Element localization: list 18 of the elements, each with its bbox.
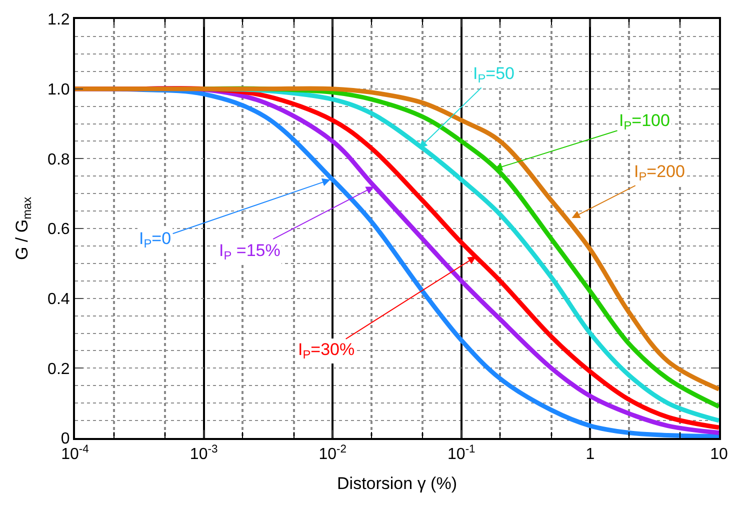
x-tick-label: 1	[586, 446, 595, 464]
x-tick-label: 10	[710, 446, 728, 464]
y-tick-label: 0.2	[48, 360, 70, 378]
annotation: I$_{P}$=0	[139, 229, 172, 251]
y-tick-label: 1.2	[48, 12, 70, 29]
annotation: I$_{P}$=100	[619, 111, 670, 133]
x-axis-title: Distorsion γ (%)	[337, 474, 457, 494]
y-tick-label: 0.4	[48, 290, 70, 308]
y-tick-label: 0.8	[48, 151, 70, 168]
y-tick-label: 1.0	[48, 81, 70, 98]
annotation: I$_{P}$=30%	[298, 340, 355, 362]
x-tick-label: 10$^{-1}$	[448, 443, 476, 464]
annotation: I$_{P}$=50	[473, 64, 515, 86]
x-tick-label: 10$^{-2}$	[318, 443, 346, 464]
x-tick-label: 10$^{-3}$	[190, 443, 218, 464]
annotation: I$_{P}$=200	[634, 162, 685, 184]
y-tick-label: 0.6	[48, 221, 70, 238]
annotation: I$_{P}$ =15%	[219, 241, 280, 263]
